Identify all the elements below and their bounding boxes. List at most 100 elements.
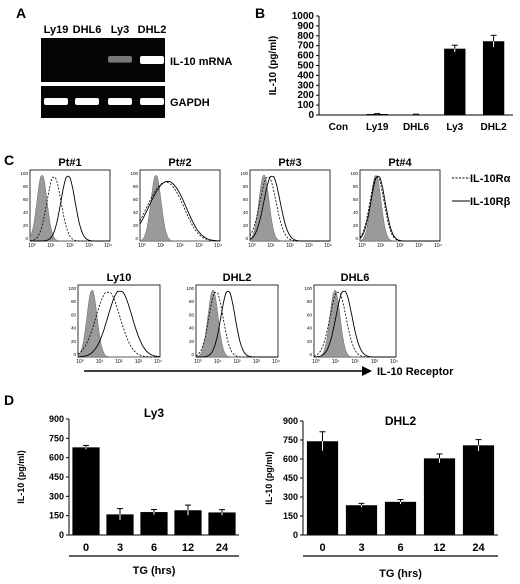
y-tick-label: 750 <box>49 433 64 443</box>
bar <box>306 441 339 535</box>
gel-lane-label: DHL2 <box>138 24 167 36</box>
category-label: 12 <box>182 542 194 554</box>
histogram-y-tick: 20 <box>23 223 29 228</box>
histogram-y-tick: 60 <box>23 197 29 202</box>
y-axis-label: IL-10 (pg/ml) <box>264 451 274 505</box>
y-tick-label: 900 <box>49 414 64 424</box>
histogram-x-tick: 10² <box>286 243 294 249</box>
chart-title: Ly3 <box>144 406 165 420</box>
gel-bands <box>44 56 164 105</box>
y-tick-label: 0 <box>293 530 298 540</box>
y-tick-label: 300 <box>283 492 298 502</box>
y-tick-label: 600 <box>297 51 314 62</box>
histogram-y-tick: 60 <box>133 197 139 202</box>
alpha-curve <box>249 176 330 242</box>
bar <box>462 445 495 535</box>
x-axis-label: TG (hrs) <box>379 568 422 580</box>
chart-d-dhl2: 0 150 300 450 600 750 900 0 3 6 12 24 IL-10 (pg/ml) D… <box>264 414 498 580</box>
y-axis-label: IL-10 (pg/ml) <box>16 450 26 504</box>
y-tick-label: 600 <box>49 453 64 463</box>
histogram-x-tick: 10⁰ <box>28 243 36 249</box>
bar <box>208 512 236 535</box>
gel-lane-labels: Ly19 DHL6 Ly3 DHL2 <box>44 24 167 36</box>
histogram-x-tick: 10⁰ <box>138 243 146 249</box>
histogram-title: Pt#3 <box>278 157 301 169</box>
chart-title: DHL2 <box>385 414 417 428</box>
beta-curve <box>77 290 161 358</box>
bar <box>106 514 134 535</box>
y-tick-label: 450 <box>49 472 64 482</box>
histogram-y-tick: 20 <box>307 339 313 344</box>
bar <box>482 41 505 116</box>
histogram-x-tick: 10² <box>351 359 359 365</box>
category-label: DHL2 <box>481 122 508 133</box>
histogram-x-tick: 10³ <box>135 359 143 365</box>
histogram-y-tick: 20 <box>353 223 359 228</box>
y-tick-label: 1000 <box>292 11 315 22</box>
histogram-title: DHL2 <box>223 272 252 284</box>
beta-curve <box>249 175 330 242</box>
gapdh-label: GAPDH <box>170 97 210 109</box>
histogram-y-tick: 20 <box>189 339 195 344</box>
category-label: 6 <box>397 542 403 554</box>
histogram-y-tick: 80 <box>353 184 359 189</box>
beta-curve <box>314 290 396 358</box>
histogram-y-tick: 80 <box>307 299 313 304</box>
histogram-x-tick: 10³ <box>371 359 379 365</box>
alpha-curve <box>77 291 160 358</box>
alpha-curve <box>139 181 220 242</box>
histogram-y-tick: 40 <box>243 210 249 215</box>
histogram-y-tick: 60 <box>353 197 359 202</box>
histogram-y-tick: 60 <box>243 197 249 202</box>
gel-lane-label: Ly3 <box>111 24 130 36</box>
histogram-y-tick: 60 <box>71 312 77 317</box>
receptor-arrow: IL-10 Receptor <box>84 366 454 378</box>
histogram-x-tick: 10⁴ <box>104 243 112 249</box>
histogram-y-tick: 0 <box>191 352 194 357</box>
histogram-x-tick: 10² <box>233 359 241 365</box>
histogram-y-tick: 40 <box>189 326 195 331</box>
gapdh-band <box>108 98 132 105</box>
gapdh-band <box>75 98 99 105</box>
y-tick-label: 0 <box>59 530 64 540</box>
gel-lane-label: DHL6 <box>73 24 102 36</box>
histogram-y-tick: 20 <box>243 223 249 228</box>
histogram-y-tick: 100 <box>350 171 358 176</box>
histogram-x-tick: 10⁰ <box>194 359 202 365</box>
bar <box>444 48 466 115</box>
bar <box>345 505 378 535</box>
y-tick-label: 0 <box>308 110 314 121</box>
category-label: DHL6 <box>403 122 430 133</box>
histogram-x-tick: 10³ <box>305 243 313 249</box>
histogram-y-tick: 80 <box>133 184 139 189</box>
histogram-y-tick: 0 <box>355 236 358 241</box>
histogram-title: Pt#2 <box>168 157 191 169</box>
histogram-x-tick: 10³ <box>253 359 261 365</box>
gapdh-band <box>140 98 164 105</box>
category-label: 6 <box>151 542 157 554</box>
y-tick-label: 700 <box>297 41 314 52</box>
y-axis-label: IL-10 (pg/ml) <box>268 36 279 95</box>
histogram-x-tick: 10⁰ <box>248 243 256 249</box>
histogram-x-tick: 10¹ <box>332 359 340 365</box>
category-label: 12 <box>433 542 445 554</box>
histogram-y-tick: 0 <box>245 236 248 241</box>
histogram-x-tick: 10¹ <box>377 243 385 249</box>
histogram-x-tick: 10⁴ <box>324 243 332 249</box>
category-label: 3 <box>358 542 364 554</box>
x-axis-label: TG (hrs) <box>133 565 176 577</box>
bar <box>140 512 168 535</box>
panel-d-letter: D <box>4 392 14 408</box>
il10-band <box>140 56 164 64</box>
y-tick-label: 150 <box>49 511 64 521</box>
y-tick-label: 450 <box>283 473 298 483</box>
histogram-title: DHL6 <box>341 272 370 284</box>
legend: IL-10Rα IL-10Rβ <box>452 173 511 208</box>
category-label: 24 <box>216 542 229 554</box>
